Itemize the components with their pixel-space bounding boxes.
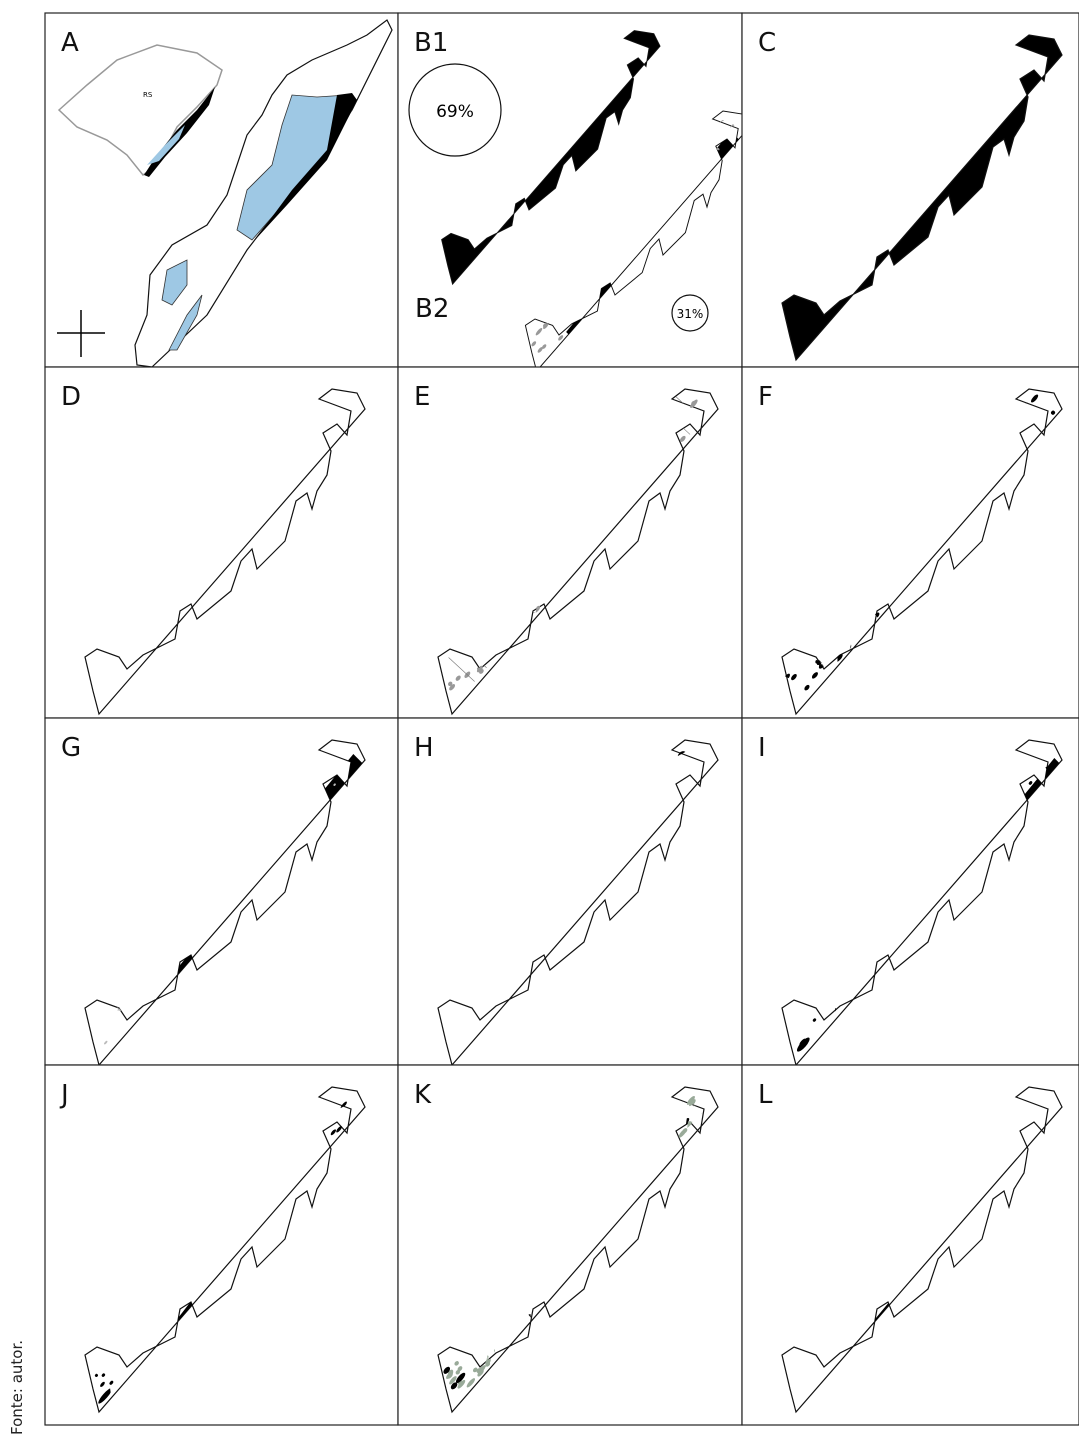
panel: H (398, 718, 742, 1065)
panel-label: B1 (414, 28, 448, 58)
panel-label: H (414, 733, 434, 763)
panel: F (742, 367, 1079, 718)
panel-label: D (61, 382, 81, 412)
panel-label: C (758, 28, 776, 58)
panel: I (742, 718, 1079, 1065)
panel: C (742, 13, 1079, 367)
panel-label: E (414, 382, 430, 412)
panel-label: G (61, 733, 81, 763)
panel: RS A (45, 13, 398, 367)
panels: RS A 69% 31% B2 B1 C D E F G H I J K L (45, 13, 1079, 1425)
panel-label: A (61, 28, 79, 58)
panel: 69% 31% B2 B1 (398, 13, 749, 371)
share-label: 69% (436, 102, 474, 122)
panel-label: L (758, 1080, 773, 1110)
panel-label: B2 (415, 294, 449, 324)
panel: L (742, 1065, 1079, 1425)
share-label: 31% (677, 307, 704, 321)
panel: K (398, 1065, 742, 1425)
panel-label: I (758, 733, 766, 763)
figure: RS A 69% 31% B2 B1 C D E F G H I J K L Fonte: autor. (0, 0, 1079, 1435)
panel: E (398, 367, 742, 718)
panel-label: F (758, 382, 773, 412)
panel: G (45, 718, 398, 1065)
inset-label: RS (143, 91, 153, 99)
panel-label: J (59, 1080, 69, 1110)
panel-label: K (414, 1080, 432, 1110)
panel: D (45, 367, 398, 718)
source-note: Fonte: autor. (8, 1340, 26, 1435)
panel: J (45, 1065, 398, 1425)
